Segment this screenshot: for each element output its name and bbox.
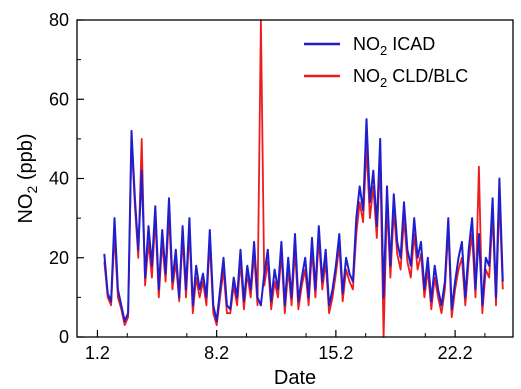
axis-ticks-group xyxy=(77,19,486,338)
legend-entry-icad: NO2 ICAD xyxy=(304,34,435,58)
plot-series-group xyxy=(103,19,504,338)
legend-label-cld-blc-base: NO xyxy=(353,66,380,86)
legend-label-icad-sub: 2 xyxy=(380,43,387,58)
legend: NO2 ICAD NO2 CLD/BLC xyxy=(304,34,468,90)
legend-entry-cld-blc: NO2 CLD/BLC xyxy=(304,66,468,90)
legend-label-icad-rest: ICAD xyxy=(387,34,435,54)
svg-text:NO2 CLD/BLC: NO2 CLD/BLC xyxy=(353,66,468,90)
legend-label-cld-blc-rest: CLD/BLC xyxy=(387,66,468,86)
y-tick-label: 0 xyxy=(59,327,69,347)
x-tick-label: 1.2 xyxy=(85,343,110,363)
y-tick-label: 60 xyxy=(49,89,69,109)
x-tick-label: 15.2 xyxy=(318,343,353,363)
y-axis-title-sub: 2 xyxy=(24,186,40,194)
y-axis-title: NO2 (ppb) xyxy=(15,133,40,223)
x-tick-label: 8.2 xyxy=(204,343,229,363)
svg-text:NO2 (ppb): NO2 (ppb) xyxy=(15,133,40,223)
x-tick-label: 22.2 xyxy=(438,343,473,363)
y-axis-title-rest: (ppb) xyxy=(15,133,37,185)
y-axis-title-base: NO xyxy=(15,194,37,224)
legend-label-icad-base: NO xyxy=(353,34,380,54)
y-tick-label: 40 xyxy=(49,169,69,189)
x-axis-title: Date xyxy=(274,367,316,389)
tick-labels-group: 1.2 8.2 15.2 22.2 0 20 40 60 80 xyxy=(49,10,473,363)
series-line-0 xyxy=(103,118,504,323)
y-tick-label: 20 xyxy=(49,248,69,268)
y-tick-label: 80 xyxy=(49,10,69,30)
svg-text:NO2 ICAD: NO2 ICAD xyxy=(353,34,435,58)
legend-label-cld-blc-sub: 2 xyxy=(380,75,387,90)
